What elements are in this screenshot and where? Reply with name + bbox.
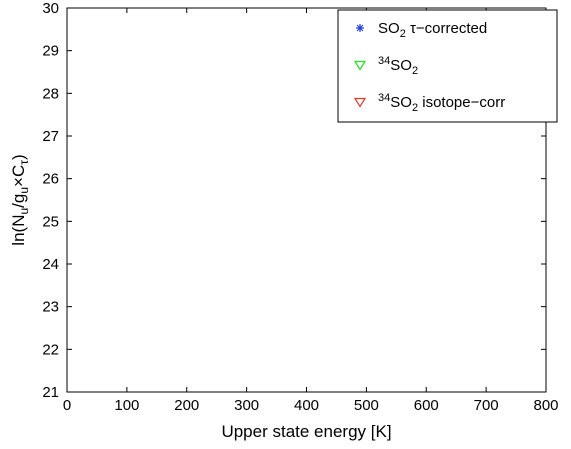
legend-label: 34SO2 isotope−corr: [378, 92, 505, 114]
x-tick-label: 100: [114, 397, 139, 414]
x-tick-label: 700: [474, 397, 499, 414]
x-tick-label: 500: [354, 397, 379, 414]
x-axis-label: Upper state energy [K]: [221, 422, 391, 441]
y-tick-label: 29: [42, 43, 59, 60]
legend-marker: [353, 97, 367, 108]
y-tick-label: 27: [42, 128, 59, 145]
y-tick-label: 21: [42, 384, 59, 401]
y-tick-label: 22: [42, 341, 59, 358]
x-tick-label: 0: [63, 397, 71, 414]
y-tick-label: 23: [42, 299, 59, 316]
legend: SO2 τ−corrected 34SO2 34SO2 isotope−corr: [337, 9, 558, 123]
y-tick-label: 26: [42, 171, 59, 188]
x-tick-label: 400: [294, 397, 319, 414]
x-tick-label: 200: [174, 397, 199, 414]
y-tick-label: 25: [42, 213, 59, 230]
y-tick-label: 30: [42, 0, 59, 17]
y-tick-label: 28: [42, 85, 59, 102]
x-tick-label: 800: [533, 397, 558, 414]
legend-label: SO2 τ−corrected: [378, 20, 487, 40]
legend-marker: [356, 24, 364, 32]
legend-marker: [353, 60, 367, 71]
y-axis-label: ln(Nu/gu×Cτ): [9, 154, 31, 245]
legend-box: [337, 9, 558, 123]
x-tick-label: 600: [414, 397, 439, 414]
x-tick-label: 300: [234, 397, 259, 414]
legend-label: 34SO2: [378, 55, 418, 77]
y-tick-label: 24: [42, 256, 59, 273]
